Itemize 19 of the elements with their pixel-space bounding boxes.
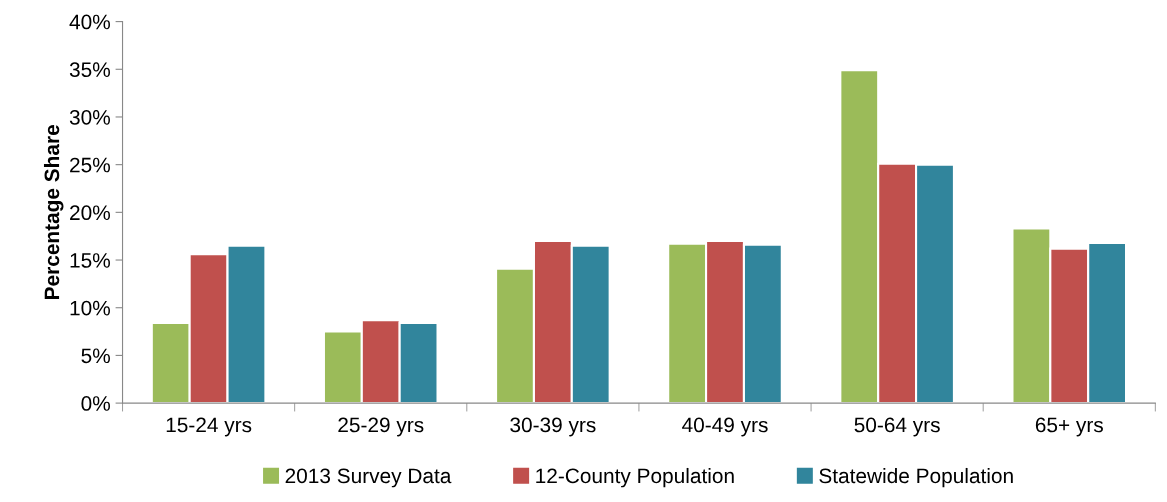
y-tick-label: 25% [70, 157, 110, 173]
y-tick-label: 35% [69, 62, 110, 78]
y-tick-label: 10% [70, 300, 110, 316]
legend-label: 12-County Population [536, 467, 734, 488]
y-tick-label: 5% [81, 348, 110, 364]
y-tick-label: 15% [70, 253, 110, 268]
y-tick-label: 0% [81, 396, 110, 411]
legend-label: 2013 Survey Data [285, 468, 452, 488]
legend-label: Statewide Population [819, 467, 1013, 488]
x-tick-label: 30-39 yrs [510, 417, 596, 437]
x-tick-label: 65+ yrs [1035, 417, 1103, 437]
x-tick-label: 50-64 yrs [854, 417, 940, 437]
y-tick-label: 40% [69, 14, 110, 30]
x-tick-label: 25-29 yrs [338, 417, 424, 437]
y-tick-label: 30% [69, 109, 110, 125]
y-tick-label: 20% [70, 205, 110, 221]
x-tick-label: 40-49 yrs [682, 417, 768, 437]
x-tick-label: 15-24 yrs [166, 417, 252, 437]
y-axis-title: Percentage Share [43, 125, 64, 299]
